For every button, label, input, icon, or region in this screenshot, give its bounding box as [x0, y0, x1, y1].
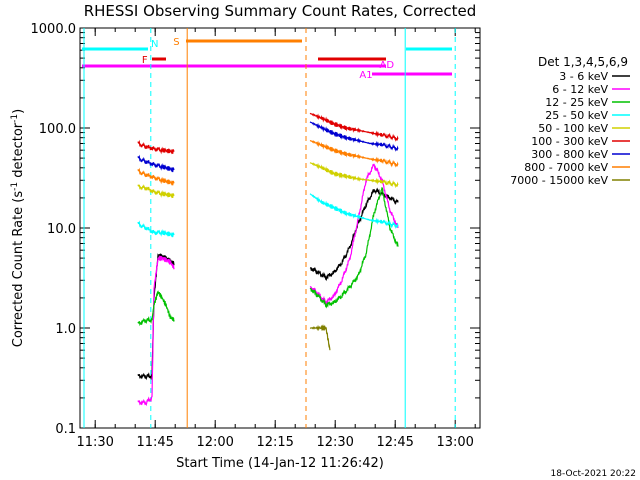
y-tick-label: 1.0 [55, 322, 76, 337]
legend-entry-label: 3 - 6 keV [559, 70, 608, 83]
x-axis-label: Start Time (14-Jan-12 11:26:42) [176, 456, 384, 471]
chart-title: RHESSI Observing Summary Count Rates, Co… [84, 2, 477, 20]
x-axis: 11:30 11:45 12:00 12:15 12:30 12:45 13:00 [76, 28, 476, 450]
legend-title: Det 1,3,4,5,6,9 [538, 55, 628, 69]
legend-entry-label: 300 - 800 keV [531, 148, 608, 161]
legend-entry-label: 50 - 100 keV [538, 122, 608, 135]
y-axis-label-end: ) [11, 109, 26, 114]
y-axis-label-sup1: -1 [10, 182, 20, 191]
series-line [137, 184, 175, 199]
x-tick-label: 12:45 [376, 435, 413, 450]
y-axis-label-main: Corrected Count Rate (s [11, 191, 26, 348]
legend-entry-label: 6 - 12 keV [552, 83, 608, 96]
series-line [309, 121, 399, 152]
series-line [309, 112, 399, 142]
x-tick-label: 13:00 [436, 435, 473, 450]
series-line [137, 254, 175, 407]
flag-label-s: S [173, 37, 179, 48]
series-line [137, 167, 175, 186]
y-tick-label: 0.1 [55, 422, 76, 437]
x-tick-label: 11:45 [136, 435, 173, 450]
series-line [309, 193, 399, 229]
flag-label-f: F [142, 55, 148, 66]
y-axis-label-sup2: -1 [10, 114, 20, 123]
flag-label-n: N [151, 39, 158, 50]
x-tick-label: 11:30 [76, 435, 113, 450]
legend-entry-label: 12 - 25 keV [545, 96, 608, 109]
series-line [309, 139, 399, 168]
series-line [309, 324, 331, 351]
y-axis-label: Corrected Count Rate (s-1 detector-1) [10, 109, 26, 347]
flag-bars: N S F AD A1 [82, 37, 452, 81]
timestamp-footer: 18-Oct-2021 20:22 [551, 469, 636, 479]
plot-frame [79, 27, 481, 429]
series-line [137, 139, 175, 155]
series-line [309, 162, 399, 189]
series-line [137, 154, 175, 173]
x-tick-label: 12:00 [196, 435, 233, 450]
flag-label-ad: AD [380, 60, 395, 71]
y-tick-label: 1000.0 [31, 22, 77, 37]
flag-label-a1: A1 [359, 70, 372, 81]
legend-entry-label: 7000 - 15000 keV [510, 174, 608, 187]
x-tick-label: 12:15 [256, 435, 293, 450]
series-line [137, 253, 175, 381]
legend-entry-label: 25 - 50 keV [545, 109, 608, 122]
series-line [309, 187, 399, 309]
legend-entry-label: 100 - 300 keV [531, 135, 608, 148]
y-tick-label: 100.0 [39, 122, 76, 137]
y-axis-label-mid: detector [11, 122, 26, 182]
series-group [137, 112, 399, 407]
series-line [309, 163, 399, 307]
x-tick-label: 12:30 [316, 435, 353, 450]
series-line [137, 290, 175, 327]
series-line [137, 220, 175, 238]
y-tick-label: 10.0 [47, 222, 76, 237]
legend-entry-label: 800 - 7000 keV [524, 161, 608, 174]
event-lines [83, 28, 456, 428]
y-axis: 0.1 1.0 10.0 100.0 1000.0 [31, 22, 480, 437]
plot-area [79, 27, 481, 429]
